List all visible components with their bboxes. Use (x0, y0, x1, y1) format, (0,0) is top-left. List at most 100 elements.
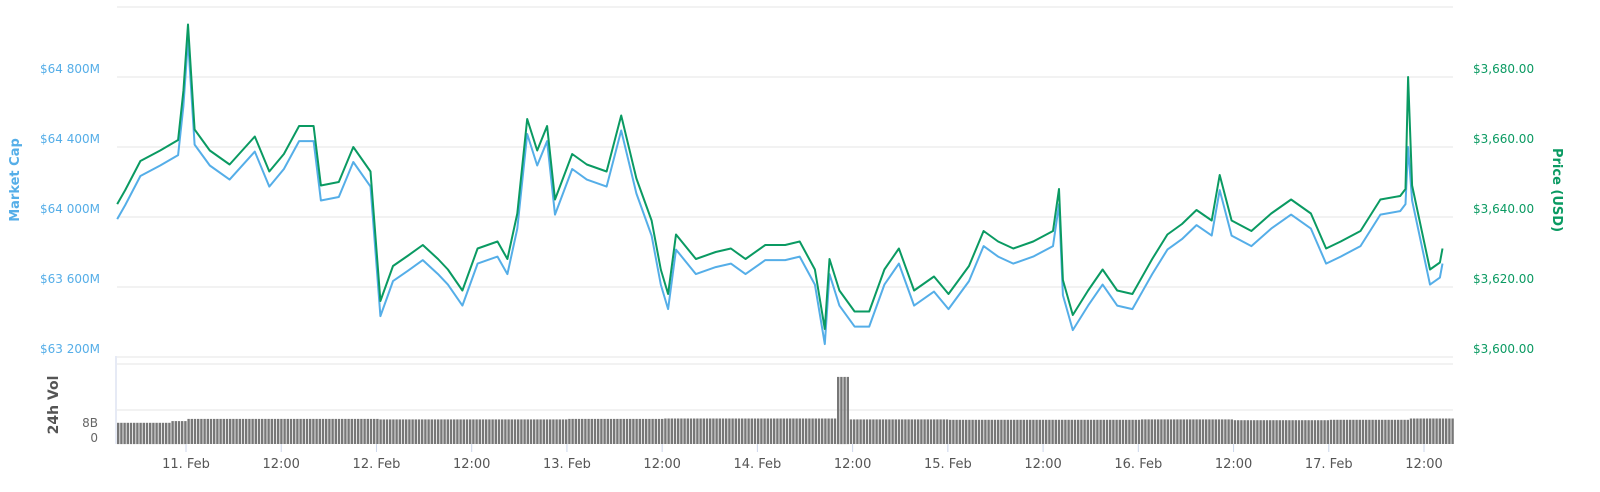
volume-bar (1291, 420, 1294, 444)
volume-bar (145, 422, 149, 445)
volume-bar (1217, 419, 1221, 444)
series-lines (116, 23, 1444, 346)
volume-bar (225, 418, 229, 444)
volume-bar (1371, 419, 1374, 444)
volume-bar (958, 419, 961, 444)
volume-bar (1246, 420, 1249, 444)
volume-bar (523, 419, 526, 444)
volume-bar (513, 419, 517, 444)
volume-bar (891, 419, 894, 444)
volume-bar (1355, 419, 1358, 444)
volume-bar (1160, 419, 1163, 444)
volume-bar (1057, 419, 1061, 444)
volume-bar (961, 419, 965, 444)
volume-bar (520, 419, 523, 444)
volume-bar (1201, 419, 1205, 444)
volume-bar (382, 419, 385, 444)
volume-bar (584, 418, 587, 444)
volume-bar (280, 418, 283, 444)
volume-bar (1118, 419, 1121, 444)
volume-bar (488, 419, 491, 444)
volume-bar (385, 419, 389, 444)
volume-bar (305, 418, 309, 444)
volume-bar (1323, 420, 1326, 444)
volume-bar (859, 419, 862, 444)
volume-bar (1243, 420, 1246, 444)
volume-bar (459, 419, 462, 444)
volume-bar (885, 419, 888, 444)
volume-bar (833, 418, 837, 444)
volume-bar (408, 419, 411, 444)
volume-bar (161, 422, 165, 445)
volume-bar (1233, 420, 1237, 444)
volume-tick-label: 8B (82, 416, 98, 430)
volume-bar (1224, 419, 1227, 444)
volume-bar (945, 419, 949, 444)
volume-bar (219, 418, 222, 444)
volume-bar (865, 419, 869, 444)
x-axis-ticks: 11. Feb 12:00 12. Feb 12:00 13. Feb 12:00 14. … (162, 444, 1443, 472)
volume-bar (213, 418, 216, 444)
volume-bar (779, 418, 782, 444)
volume-bar (785, 418, 789, 444)
volume-bar (1096, 419, 1099, 444)
price-line (116, 23, 1444, 330)
volume-bar (1281, 420, 1285, 444)
volume-bar (984, 419, 987, 444)
volume-bar (261, 418, 264, 444)
volume-bar (126, 422, 129, 445)
volume-bar (529, 419, 533, 444)
volume-bar (1345, 419, 1349, 444)
volume-bar (1077, 419, 1080, 444)
volume-bar (526, 419, 529, 444)
volume-bar (1003, 419, 1006, 444)
volume-bar (1006, 419, 1009, 444)
volume-bar (1365, 419, 1368, 444)
volume-tick-label: 0 (90, 431, 98, 445)
volume-bar (731, 418, 734, 444)
volume-bar (1310, 420, 1313, 444)
volume-bar (427, 419, 430, 444)
volume-bar (117, 422, 120, 445)
volume-bar (149, 422, 152, 445)
volume-bar (709, 418, 712, 444)
volume-bar (1230, 419, 1233, 444)
volume-bar (133, 422, 136, 445)
volume-bar (1320, 420, 1323, 444)
volume-bar (1368, 419, 1371, 444)
volume-bar (1134, 419, 1137, 444)
volume-bar (792, 418, 795, 444)
volume-bar (155, 422, 158, 445)
volume-bar (1438, 418, 1441, 444)
volume-bar (1403, 419, 1406, 444)
volume-bar (222, 418, 225, 444)
right-tick-label: $3,680.00 (1473, 62, 1534, 76)
volume-bar (1064, 419, 1067, 444)
volume-bar (603, 418, 606, 444)
volume-bar (357, 418, 360, 444)
left-tick-label: $64 800M (40, 62, 100, 76)
volume-bar (1025, 419, 1029, 444)
volume-bar (1157, 419, 1160, 444)
volume-bar (878, 419, 881, 444)
volume-bar (334, 418, 337, 444)
volume-bar (123, 422, 126, 445)
volume-bar (651, 418, 654, 444)
volume-bar (1179, 419, 1182, 444)
volume-bar (894, 419, 897, 444)
volume-bar (501, 419, 504, 444)
volume-bar (955, 419, 958, 444)
volume-bar (1416, 418, 1419, 444)
volume-bar (1313, 420, 1317, 444)
volume-bar (913, 419, 917, 444)
x-tick-label: 12:00 (453, 457, 490, 472)
volume-bar (321, 418, 325, 444)
volume-bar (1029, 419, 1032, 444)
volume-bar (635, 418, 638, 444)
volume-bar (721, 418, 725, 444)
volume-bar (670, 418, 673, 444)
volume-bar (725, 418, 728, 444)
volume-bar (977, 419, 981, 444)
volume-bar (1067, 419, 1070, 444)
volume-bar (1211, 419, 1214, 444)
